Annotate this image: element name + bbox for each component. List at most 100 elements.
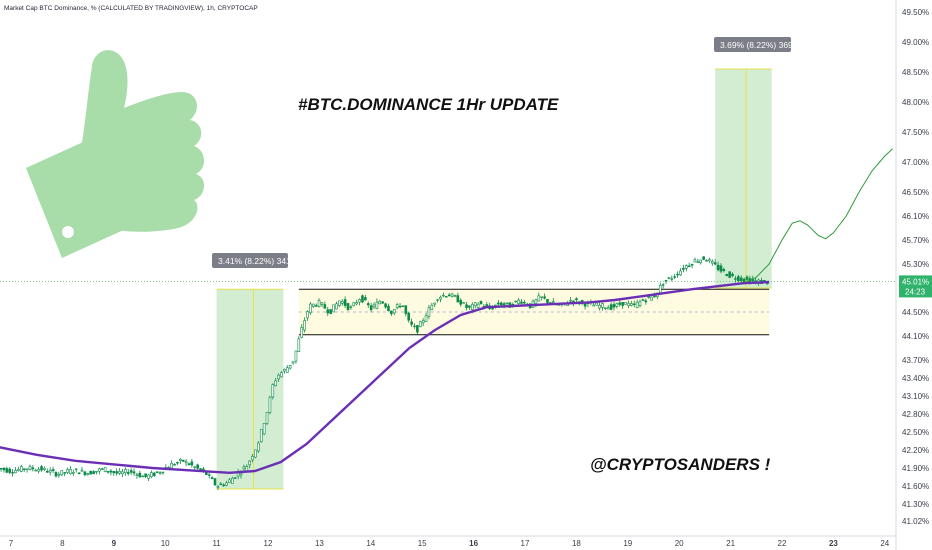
candle-body-2 [2, 467, 6, 471]
candle-body-180 [517, 299, 520, 304]
candle-body-155 [444, 296, 448, 298]
candle-body-88 [251, 456, 254, 461]
candle-body-43 [121, 471, 124, 475]
candle-body-53 [150, 472, 153, 478]
candle-body-49 [138, 472, 142, 478]
candle-body-105 [300, 327, 304, 338]
candle-body-99 [283, 368, 286, 372]
candle-body-190 [546, 299, 549, 303]
candle-body-241 [693, 259, 697, 263]
x-tick-label-14: 21 [726, 539, 735, 548]
y-tick-label-3: 48.00% [902, 98, 929, 107]
candle-body-212 [609, 304, 613, 310]
candle-body-3 [5, 468, 9, 473]
candle-body-62 [176, 462, 179, 464]
candle-body-246 [708, 259, 711, 262]
candle-body-6 [14, 470, 17, 474]
candle-body-229 [658, 285, 662, 293]
measure-label-2-text: 3.69% (8.22%) 369 [720, 40, 793, 50]
candle-body-41 [115, 471, 118, 474]
candle-body-149 [427, 307, 431, 317]
candle-body-131 [375, 301, 379, 309]
candle-body-116 [332, 304, 335, 313]
x-tick-label-4: 11 [212, 539, 221, 548]
measure-label-1: 3.41% (8.22%) 341 [212, 253, 291, 268]
last-price-value: 45.01% [902, 277, 929, 286]
candle-body-109 [311, 303, 315, 307]
candle-body-85 [242, 466, 246, 470]
candle-body-16 [43, 467, 46, 470]
candle-body-56 [158, 472, 162, 474]
candle-body-110 [314, 305, 318, 307]
y-tick-label-22: 41.02% [902, 517, 929, 526]
candle-body-106 [303, 320, 306, 331]
candle-body-231 [664, 280, 668, 282]
candle-body-68 [193, 466, 197, 468]
candle-body-87 [248, 460, 251, 466]
y-tick-label-20: 41.60% [902, 482, 929, 491]
candle-body-207 [595, 302, 598, 306]
y-tick-label-15: 43.10% [902, 392, 929, 401]
candle-body-209 [601, 303, 604, 308]
candle-body-255 [734, 278, 737, 280]
candle-body-245 [705, 260, 708, 262]
candle-body-121 [346, 303, 350, 310]
candle-body-104 [297, 338, 301, 352]
candle-body-148 [424, 315, 428, 322]
candle-body-227 [653, 295, 656, 298]
candle-body-160 [459, 299, 463, 305]
candle-body-32 [89, 470, 92, 475]
candle-body-102 [291, 361, 295, 364]
candle-body-167 [479, 301, 483, 305]
candle-body-13 [34, 469, 38, 472]
candle-body-129 [369, 305, 373, 311]
moving-average [0, 280, 770, 475]
candles [0, 256, 769, 491]
candle-body-65 [184, 460, 188, 464]
y-tick-label-6: 46.50% [902, 188, 929, 197]
candle-body-127 [364, 297, 367, 301]
candle-body-142 [407, 312, 411, 321]
x-tick-label-8: 15 [418, 539, 427, 548]
candle-body-52 [147, 474, 150, 479]
candle-body-130 [372, 304, 376, 308]
candle-body-14 [37, 469, 40, 472]
candle-body-111 [317, 300, 321, 307]
x-tick-label-10: 17 [521, 539, 530, 548]
candle-body-40 [112, 471, 116, 474]
candle-body-247 [710, 261, 714, 264]
candle-body-82 [233, 477, 237, 479]
y-tick-label-7: 46.10% [902, 212, 929, 221]
candle-body-39 [109, 470, 113, 473]
candle-body-140 [401, 305, 405, 307]
candle-body-103 [294, 350, 298, 362]
candle-body-77 [219, 483, 223, 486]
candle-body-23 [63, 472, 66, 474]
candle-body-8 [19, 466, 23, 472]
candle-body-159 [456, 295, 460, 303]
x-tick-label-3: 10 [161, 539, 170, 548]
candle-body-224 [644, 300, 648, 303]
y-tick-label-1: 49.00% [902, 38, 929, 47]
projection-line [745, 148, 893, 283]
y-tick-label-14: 43.40% [902, 374, 929, 383]
measure-label-2-bg [714, 37, 791, 52]
measure-label-1-bg [212, 253, 288, 268]
candle-body-21 [57, 473, 61, 476]
y-axis: 49.50% 49.00% 48.50% 48.00% 47.50% 47.00% 46.5… [895, 0, 929, 550]
candle-body-122 [349, 306, 353, 308]
candle-body-166 [476, 303, 480, 308]
x-tick-label-5: 12 [264, 539, 273, 548]
candle-body-252 [725, 274, 729, 277]
candle-body-35 [98, 468, 101, 472]
candle-body-80 [228, 479, 231, 483]
candle-body-125 [358, 299, 361, 303]
thumbs-up-icon [26, 50, 205, 258]
candle-body-95 [271, 384, 275, 398]
candle-body-86 [245, 466, 249, 471]
candle-body-7 [17, 468, 20, 471]
y-tick-label-9: 45.30% [902, 260, 929, 269]
measure-label-1-text: 3.41% (8.22%) 341 [218, 256, 291, 266]
